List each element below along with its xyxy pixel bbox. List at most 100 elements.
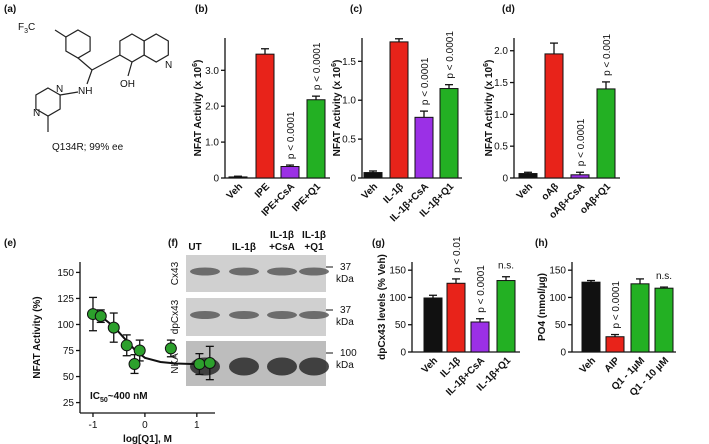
bar — [654, 287, 674, 353]
y-axis-title: NFAT Activity (x 106) — [483, 60, 495, 157]
y-tick-label: 1.0 — [205, 138, 219, 149]
n-label: N — [165, 60, 172, 71]
bar — [255, 53, 275, 179]
script: 50 — [100, 397, 108, 404]
annotation: p < 0.0001 — [476, 265, 487, 313]
y-tick-label: 100 — [549, 293, 566, 304]
label-part: ) — [332, 60, 343, 63]
panel-label: (h) — [535, 238, 548, 249]
bar — [228, 176, 248, 179]
y-tick-label: 1.0 — [494, 110, 508, 121]
y-tick-label: 0.5 — [494, 142, 508, 153]
annotation: IC50~400 nM — [90, 391, 148, 404]
bar — [280, 166, 300, 179]
lane-label: IL-1β — [302, 230, 326, 241]
x-tick-label: Veh — [225, 181, 245, 201]
y-axis-title: NFAT Activity (x 106) — [331, 60, 343, 157]
point — [107, 321, 120, 334]
ring — [143, 33, 169, 63]
panel-label: (b) — [195, 4, 208, 15]
y-tick-label: 150 — [549, 266, 566, 277]
script: 6 — [331, 63, 338, 67]
bar — [446, 282, 466, 353]
ring — [119, 33, 145, 63]
bar — [596, 88, 616, 179]
panel-label: (c) — [350, 4, 362, 15]
marker-label: kDa — [336, 317, 354, 328]
bond — [91, 54, 121, 71]
annotation: p < 0.01 — [452, 236, 463, 273]
annotation: p < 0.0001 — [312, 42, 323, 90]
label-part: IC — [90, 391, 100, 402]
point — [133, 344, 146, 357]
annotation: n.s. — [498, 261, 514, 272]
y-tick-label: 150 — [57, 268, 74, 279]
band — [229, 267, 259, 276]
row-label: dpCx43 — [170, 299, 181, 334]
y-axis-title: PO4 (nmol/µg) — [537, 273, 548, 341]
band — [267, 357, 297, 376]
y-tick-label: 1.5 — [342, 57, 356, 68]
y-tick-label: 50 — [63, 372, 75, 383]
point — [193, 358, 206, 371]
annotation: p < 0.0001 — [576, 118, 587, 166]
atom: C — [28, 22, 35, 33]
lane-label: UT — [188, 242, 201, 253]
bar — [570, 174, 590, 179]
y-tick-label: 1.0 — [342, 96, 356, 107]
band — [190, 311, 220, 319]
bar — [581, 281, 601, 353]
marker-label: kDa — [336, 274, 354, 285]
y-tick-label: 2.0 — [205, 102, 219, 113]
bar — [605, 336, 625, 353]
y-tick-label: 0.5 — [342, 135, 356, 146]
point — [203, 357, 216, 370]
lane-label: +Q1 — [304, 242, 324, 253]
y-tick-label: 0 — [502, 174, 508, 185]
bar — [544, 53, 564, 179]
x-tick-label: 0 — [142, 420, 148, 431]
marker-label: 37 — [340, 305, 352, 316]
bond — [127, 61, 133, 77]
ring — [65, 29, 91, 59]
label-part: NFAT Activity (x 10 — [332, 66, 343, 156]
subscript: 3 — [24, 28, 28, 35]
annotation: p < 0.0001 — [286, 111, 297, 159]
y-tick-label: 0 — [213, 174, 219, 185]
atom: F — [18, 22, 24, 33]
structure-drawing — [35, 29, 169, 132]
x-tick-label: 1 — [194, 420, 200, 431]
bond — [60, 91, 79, 96]
y-tick-label: 100 — [389, 293, 406, 304]
cf3-label: F3C — [18, 22, 35, 35]
y-tick-label: 0 — [350, 174, 356, 185]
band — [299, 267, 329, 276]
label-part: ) — [193, 60, 204, 63]
bond — [86, 69, 93, 85]
panel-label: (e) — [4, 238, 16, 249]
point — [120, 339, 133, 352]
n-label: N — [33, 108, 40, 119]
label-part: NFAT Activity (x 10 — [484, 66, 495, 156]
annotation: p < 0.0001 — [445, 31, 456, 79]
marker-label: kDa — [336, 360, 354, 371]
n-label: N — [56, 84, 63, 95]
y-tick-label: 150 — [389, 266, 406, 277]
bar — [518, 173, 538, 179]
panel-label: (f) — [168, 238, 178, 249]
band — [299, 357, 329, 376]
bar — [389, 41, 409, 179]
row-label: Cx43 — [170, 261, 181, 285]
y-tick-label: 0 — [400, 348, 406, 359]
x-tick-label: IPE — [253, 181, 272, 200]
y-tick-label: 2.0 — [494, 46, 508, 57]
y-tick-label: 100 — [57, 320, 74, 331]
y-axis-title: NFAT Activity (%) — [32, 296, 43, 378]
label-part: ~400 nM — [108, 391, 148, 402]
label-part: NFAT Activity (x 10 — [193, 66, 204, 156]
panel-label: (g) — [372, 238, 385, 249]
x-tick-label: Veh — [515, 181, 535, 201]
